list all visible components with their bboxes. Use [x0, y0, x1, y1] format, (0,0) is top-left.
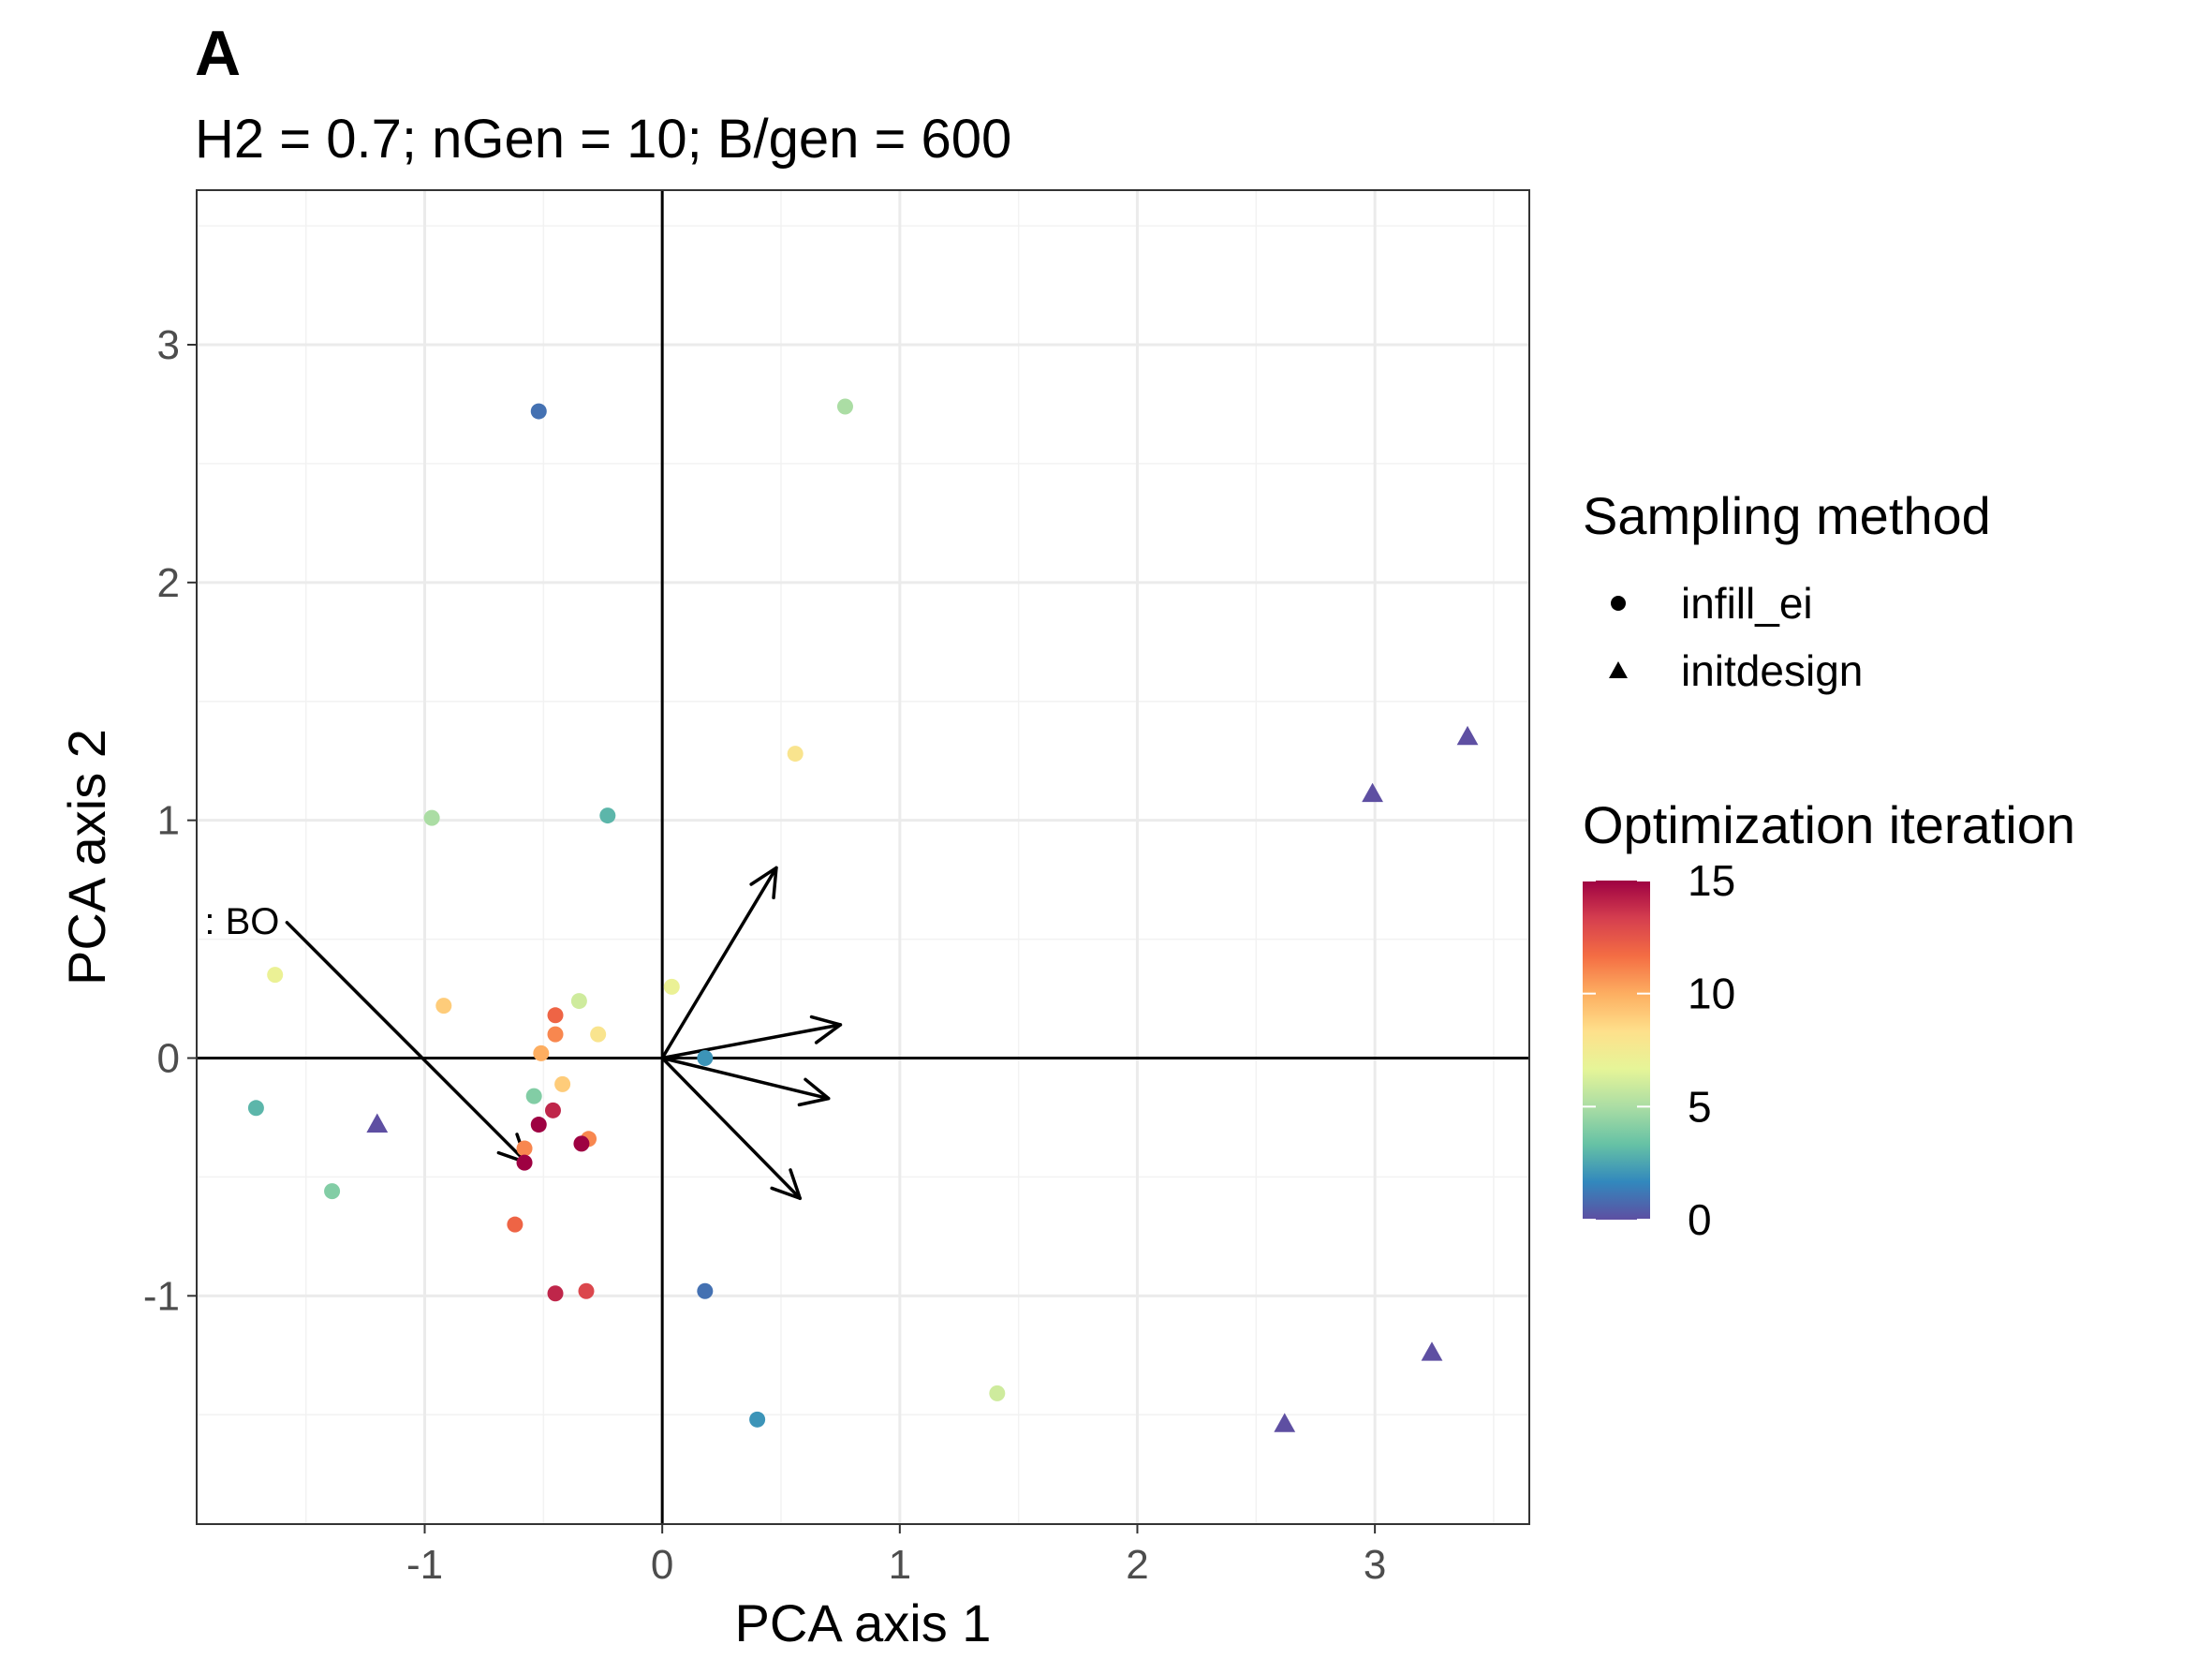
x-tick-label: -1 — [406, 1542, 443, 1588]
x-axis-title: PCA axis 1 — [735, 1593, 992, 1652]
initdesign-point — [1362, 782, 1383, 803]
y-tick-label: 0 — [157, 1035, 180, 1081]
infill-point — [547, 1026, 564, 1043]
colorbar-tick-label: 10 — [1688, 970, 1735, 1018]
infill-point — [547, 1007, 564, 1024]
grid-lines — [197, 190, 1529, 1524]
axis-ticks: -1 0 1 2 3 -1 0 1 2 3 — [143, 322, 1386, 1588]
infill-point — [435, 998, 452, 1015]
panel-tag: A — [195, 18, 241, 89]
infill-point — [544, 1102, 561, 1118]
infill-point — [590, 1026, 607, 1043]
infill-point — [697, 1282, 714, 1299]
initdesign-point — [1274, 1413, 1296, 1432]
infill-point — [516, 1140, 533, 1157]
y-tick-label: -1 — [143, 1273, 180, 1319]
color-legend: Optimization iteration 0 5 10 15 — [1583, 795, 2075, 1244]
infill-point — [530, 1117, 547, 1133]
shape-legend-label: infill_ei — [1681, 579, 1813, 628]
infill-point — [787, 746, 804, 763]
initdesign-point — [1421, 1341, 1443, 1361]
infill-point — [507, 1216, 524, 1233]
shape-legend-title: Sampling method — [1583, 486, 1991, 545]
x-tick-label: 1 — [889, 1542, 911, 1588]
loading-arrow-label: : BO — [204, 901, 279, 942]
infill-point — [530, 403, 547, 420]
legend-triangle-key — [1609, 661, 1628, 678]
infill-point — [573, 1135, 590, 1152]
loading-arrow — [660, 1056, 803, 1200]
y-tick-label: 3 — [157, 322, 180, 368]
colorbar-tick-label: 0 — [1688, 1195, 1712, 1244]
chart-title: H2 = 0.7; nGen = 10; B/gen = 600 — [195, 109, 1011, 170]
infill-point — [697, 1049, 714, 1066]
loading-arrow: : BO — [204, 901, 529, 1164]
infill-point — [324, 1183, 341, 1200]
infill-point — [570, 993, 587, 1010]
legend-circle-key — [1611, 596, 1626, 611]
infill-point — [247, 1100, 264, 1117]
infill-point — [749, 1411, 766, 1428]
y-tick-label: 1 — [157, 798, 180, 844]
initdesign-point — [366, 1113, 389, 1133]
infill-point — [423, 809, 440, 826]
x-tick-label: 2 — [1126, 1542, 1148, 1588]
y-axis-title: PCA axis 2 — [57, 729, 116, 985]
color-legend-title: Optimization iteration — [1583, 795, 2075, 854]
infill-point — [525, 1088, 542, 1104]
x-tick-label: 3 — [1364, 1542, 1386, 1588]
plot-panel-border — [196, 189, 1530, 1525]
infill-point — [267, 967, 284, 984]
colorbar-tick-label: 5 — [1688, 1082, 1712, 1131]
shape-legend-label: initdesign — [1681, 646, 1863, 695]
shape-legend: Sampling method infill_ei initdesign — [1583, 486, 1991, 695]
infill-point — [663, 978, 680, 995]
loading-arrow — [660, 1015, 843, 1060]
y-tick-label: 2 — [157, 560, 180, 606]
infill-point — [533, 1044, 550, 1061]
loading-arrows: : BO — [204, 866, 843, 1200]
loading-arrow — [660, 866, 778, 1060]
infill-point — [836, 398, 853, 415]
reference-lines — [197, 190, 1529, 1524]
infill-point — [547, 1285, 564, 1302]
infill-point — [599, 807, 616, 824]
initdesign-point — [1456, 725, 1479, 746]
loading-arrow — [660, 1056, 831, 1107]
colorbar — [1583, 881, 1650, 1220]
infill-point — [516, 1154, 533, 1171]
scatter-points — [247, 398, 1479, 1432]
colorbar-tick-label: 15 — [1688, 856, 1735, 905]
infill-point — [989, 1385, 1006, 1401]
infill-point — [578, 1282, 595, 1299]
infill-point — [554, 1075, 571, 1092]
x-tick-label: 0 — [651, 1542, 673, 1588]
